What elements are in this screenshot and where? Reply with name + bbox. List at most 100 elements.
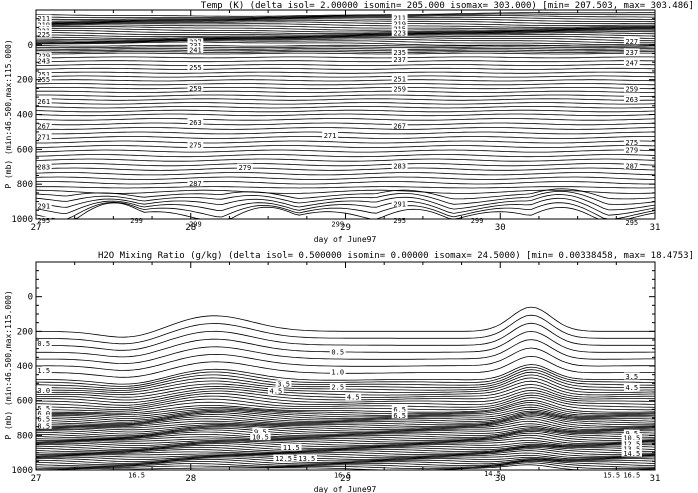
contour-label-bg xyxy=(126,471,147,479)
contour-label: 251 xyxy=(37,71,50,79)
temperature-isoline xyxy=(35,201,656,220)
contour-label: 263 xyxy=(189,119,202,127)
temperature-isoline xyxy=(35,172,656,176)
contour-label-bg xyxy=(621,440,642,447)
contour-label: 267 xyxy=(37,122,50,130)
temperature-isoline xyxy=(36,52,655,55)
temperature-isoline xyxy=(35,113,656,117)
temperature-isoline xyxy=(35,71,656,74)
h2o-isoline xyxy=(36,416,656,427)
h2o-isoline xyxy=(35,314,655,345)
h2o-isoline xyxy=(36,432,656,441)
temperature-contours xyxy=(35,12,656,220)
h2o-y-ticks: 0 200 400 600 800 1000 xyxy=(11,270,655,476)
contour-label-bg xyxy=(187,118,204,126)
temperature-panel: Temp (K) (delta isol= 2.00000 isomin= 20… xyxy=(4,1,694,244)
h2o-isoline xyxy=(35,394,656,410)
contour-label-bg xyxy=(35,339,52,347)
temperature-isoline xyxy=(35,149,656,153)
h2o-isoline xyxy=(36,306,655,338)
contour-label-bg xyxy=(35,414,52,422)
contour-label-bg xyxy=(623,146,640,154)
h2o-isoline xyxy=(35,418,656,429)
contour-label: 10.5 xyxy=(623,434,640,442)
contour-label: 235 xyxy=(393,49,406,57)
contour-label-bg xyxy=(187,84,204,92)
contour-label: 3.5 xyxy=(277,381,290,389)
h2o-isoline xyxy=(35,423,656,433)
temperature-isoline xyxy=(35,102,656,105)
temperature-isoline xyxy=(36,60,656,63)
h2o-isoline xyxy=(35,445,656,452)
contour-label-bg xyxy=(469,216,485,224)
h2o-isoline xyxy=(36,427,656,437)
temperature-isoline xyxy=(35,75,656,78)
temperature-isoline xyxy=(35,191,656,205)
h2o-contour-labels: 0.51.53.05.56.06.58.50.51.03.5 2.54.54.56… xyxy=(35,339,642,480)
temperature-isoline xyxy=(35,163,656,167)
contour-label: 0.5 xyxy=(331,349,344,357)
contour-label-bg xyxy=(391,411,408,419)
contour-label: 295 xyxy=(37,217,50,225)
contour-label-bg xyxy=(621,449,642,457)
temperature-x-ticks: 27 28 29 30 31 xyxy=(31,10,660,233)
contour-label: 295 xyxy=(393,217,406,225)
contour-label: 9.5 xyxy=(254,428,267,436)
contour-label-bg xyxy=(35,366,52,374)
y-tick-label: 800 xyxy=(17,180,33,190)
temperature-isoline xyxy=(35,46,656,49)
contour-label: 275 xyxy=(625,139,638,147)
contour-label-bg xyxy=(621,433,642,441)
y-tick-label: 0 xyxy=(28,293,33,303)
contour-label-bg xyxy=(623,138,640,146)
contour-label-bg xyxy=(329,368,346,376)
contour-label-bg xyxy=(623,218,640,226)
h2o-isoline xyxy=(36,448,656,456)
x-tick-label: 28 xyxy=(185,474,196,484)
contour-label-bg xyxy=(267,387,284,395)
contour-label-bg xyxy=(623,429,640,437)
contour-label-bg xyxy=(35,133,52,141)
contour-label: 259 xyxy=(393,86,406,94)
h2o-y-axis-label: P (mb) (min:46.500,max:115.000) xyxy=(4,290,13,439)
contour-label-bg xyxy=(252,427,269,435)
h2o-isoline xyxy=(35,437,656,445)
temperature-isoline xyxy=(36,27,655,33)
temperature-isoline xyxy=(35,24,656,30)
h2o-isoline xyxy=(35,414,655,426)
contour-label: 1.5 xyxy=(37,367,50,375)
h2o-isoline xyxy=(35,406,656,419)
contour-label: 211 xyxy=(393,14,406,22)
temperature-isoline xyxy=(35,64,656,66)
h2o-x-ticks: 27 28 29 30 31 xyxy=(31,262,660,484)
h2o-isoline xyxy=(36,347,655,371)
temperature-isoline xyxy=(35,109,656,113)
h2o-isoline xyxy=(35,450,656,457)
contour-label-bg xyxy=(35,75,52,83)
h2o-panel: H2O Mixing Ratio (g/kg) (delta isol= 0.5… xyxy=(4,251,694,493)
contour-label-bg xyxy=(35,14,52,22)
x-tick-label: 27 xyxy=(31,474,42,484)
temperature-isoline xyxy=(36,36,656,42)
temperature-isoline xyxy=(36,38,655,44)
contour-label: 259 xyxy=(189,85,202,93)
contour-label-bg xyxy=(296,454,318,462)
temperature-isoline xyxy=(36,35,655,41)
contour-label: 295 xyxy=(625,219,638,227)
contour-label-bg xyxy=(329,220,346,228)
contour-label-bg xyxy=(391,161,408,169)
contour-label-bg xyxy=(623,372,640,380)
h2o-isoline xyxy=(35,459,656,466)
h2o-isoline xyxy=(35,425,656,435)
y-tick-label: 600 xyxy=(17,145,33,155)
contour-label: 4.5 xyxy=(625,384,638,392)
contour-label: 11.5 xyxy=(283,444,300,452)
contour-label: 0.5 xyxy=(37,340,50,348)
h2o-isoline xyxy=(35,366,656,387)
contour-label-bg xyxy=(329,348,346,356)
temperature-isoline xyxy=(36,145,656,148)
contour-label: 13.5 xyxy=(298,455,315,463)
contour-label-bg xyxy=(601,471,622,479)
contour-label: 16.5 xyxy=(623,472,640,480)
